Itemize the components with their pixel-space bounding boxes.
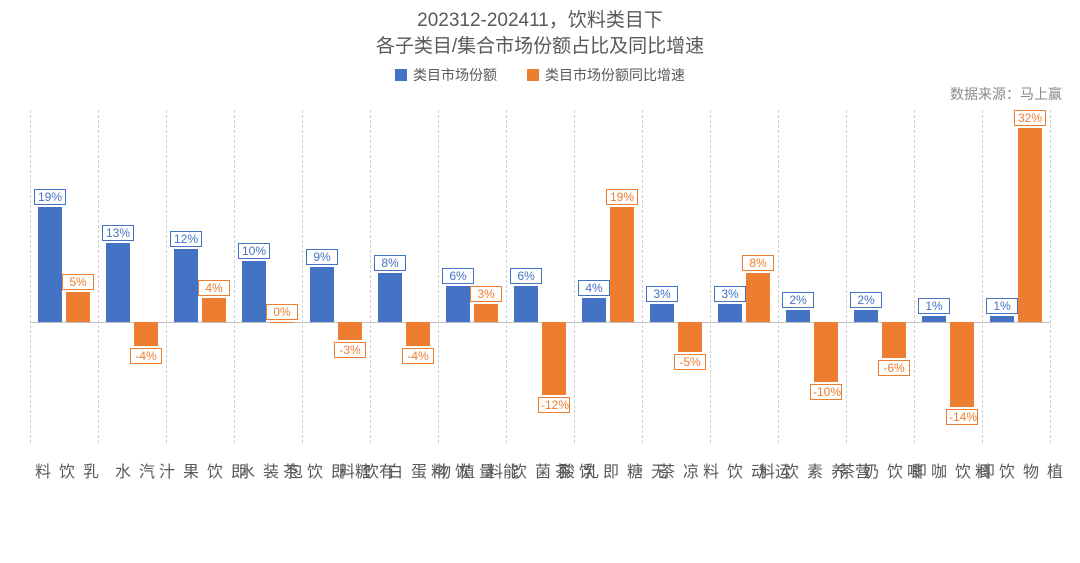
bar-growth	[882, 322, 906, 358]
legend-label-share: 类目市场份额	[413, 65, 497, 85]
category-group: 植物饮料1%32%	[982, 110, 1050, 443]
datalabel-share: 1%	[918, 298, 950, 314]
datalabel-growth: -6%	[878, 360, 910, 376]
bar-growth	[746, 273, 770, 321]
datalabel-share: 6%	[510, 268, 542, 284]
bar-growth	[1018, 128, 1042, 322]
bar-growth	[474, 304, 498, 322]
category-group: 有糖即饮茶9%-3%	[302, 110, 370, 443]
bar-share	[446, 286, 470, 322]
category-label: 凉茶	[652, 463, 700, 481]
bar-share	[990, 316, 1014, 322]
datalabel-share: 3%	[646, 286, 678, 302]
datalabel-growth: -3%	[334, 342, 366, 358]
bar-growth	[610, 207, 634, 322]
category-group: 无糖即饮茶4%19%	[574, 110, 642, 443]
category-group: 乳酸菌饮料6%-12%	[506, 110, 574, 443]
chart-title-line2: 各子类目/集合市场份额占比及同比增速	[0, 34, 1080, 60]
bar-growth	[134, 322, 158, 346]
chart-title-block: 202312-202411，饮料类目下 各子类目/集合市场份额占比及同比增速	[0, 0, 1080, 59]
category-group: 运动饮料3%8%	[710, 110, 778, 443]
datalabel-growth: -10%	[810, 384, 842, 400]
category-group: 即饮奶茶2%-6%	[846, 110, 914, 443]
category-group: 能量饮料6%3%	[438, 110, 506, 443]
data-source-label: 数据来源：马上赢	[950, 84, 1062, 104]
bar-share	[106, 243, 130, 322]
datalabel-share: 13%	[102, 225, 134, 241]
datalabel-growth: 3%	[470, 286, 502, 302]
bar-share	[582, 298, 606, 322]
legend-label-growth: 类目市场份额同比增速	[545, 65, 685, 85]
bar-growth	[66, 292, 90, 322]
datalabel-growth: -4%	[402, 348, 434, 364]
chart-title-line1: 202312-202411，饮料类目下	[0, 8, 1080, 34]
bar-share	[514, 286, 538, 322]
bar-growth	[406, 322, 430, 346]
datalabel-share: 2%	[782, 292, 814, 308]
datalabel-growth: 8%	[742, 255, 774, 271]
category-group: 包装水10%0%	[234, 110, 302, 443]
datalabel-share: 12%	[170, 231, 202, 247]
datalabel-share: 6%	[442, 268, 474, 284]
bar-share	[718, 304, 742, 322]
category-group: 即饮咖啡1%-14%	[914, 110, 982, 443]
bar-growth	[678, 322, 702, 352]
legend-swatch-growth	[527, 69, 539, 81]
category-group: 营养素饮料2%-10%	[778, 110, 846, 443]
datalabel-growth: -4%	[130, 348, 162, 364]
category-label: 乳饮料	[28, 463, 100, 481]
datalabel-growth: -12%	[538, 397, 570, 413]
bar-share	[174, 249, 198, 322]
category-label: 植物饮料	[968, 463, 1064, 481]
datalabel-share: 4%	[578, 280, 610, 296]
datalabel-share: 1%	[986, 298, 1018, 314]
datalabel-growth: 5%	[62, 274, 94, 290]
bar-share	[922, 316, 946, 322]
bar-growth	[814, 322, 838, 383]
bar-share	[378, 273, 402, 321]
legend-item-growth: 类目市场份额同比增速	[527, 65, 685, 85]
bar-growth	[202, 298, 226, 322]
bar-growth	[270, 322, 294, 323]
category-group: 汽水13%-4%	[98, 110, 166, 443]
legend-swatch-share	[395, 69, 407, 81]
datalabel-share: 9%	[306, 249, 338, 265]
category-label: 汽水	[108, 463, 156, 481]
datalabel-growth: 19%	[606, 189, 638, 205]
datalabel-share: 19%	[34, 189, 66, 205]
datalabel-growth: -5%	[674, 354, 706, 370]
datalabel-growth: -14%	[946, 409, 978, 425]
bar-share	[38, 207, 62, 322]
datalabel-growth: 32%	[1014, 110, 1046, 126]
bar-share	[854, 310, 878, 322]
bar-share	[242, 261, 266, 322]
datalabel-growth: 0%	[266, 304, 298, 320]
datalabel-share: 2%	[850, 292, 882, 308]
datalabel-share: 3%	[714, 286, 746, 302]
datalabel-share: 8%	[374, 255, 406, 271]
bar-growth	[950, 322, 974, 407]
datalabel-share: 10%	[238, 243, 270, 259]
category-group: 凉茶3%-5%	[642, 110, 710, 443]
category-group: 即饮果汁12%4%	[166, 110, 234, 443]
bar-share	[786, 310, 810, 322]
datalabel-growth: 4%	[198, 280, 230, 296]
bar-share	[650, 304, 674, 322]
plot-area: 乳饮料19%5%汽水13%-4%即饮果汁12%4%包装水10%0%有糖即饮茶9%…	[30, 110, 1050, 443]
legend-item-share: 类目市场份额	[395, 65, 497, 85]
category-group: 乳饮料19%5%	[30, 110, 98, 443]
legend: 类目市场份额 类目市场份额同比增速	[0, 65, 1080, 85]
bar-growth	[338, 322, 362, 340]
bar-share	[310, 267, 334, 321]
gridline	[1050, 110, 1051, 443]
bar-growth	[542, 322, 566, 395]
category-label: 无糖即饮茶	[548, 463, 668, 481]
category-group: 植物蛋白饮料8%-4%	[370, 110, 438, 443]
